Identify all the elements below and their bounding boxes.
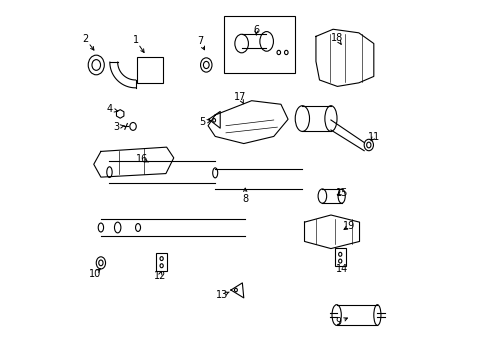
Text: 17: 17	[234, 92, 246, 102]
Text: 10: 10	[89, 269, 101, 279]
Text: 4: 4	[106, 104, 112, 114]
Text: 13: 13	[216, 290, 228, 300]
Bar	[334, 248, 345, 266]
Text: 12: 12	[153, 271, 166, 282]
Bar	[156, 252, 167, 271]
Text: 14: 14	[335, 264, 347, 274]
Text: 16: 16	[135, 154, 147, 164]
Bar	[137, 57, 163, 83]
Text: 5: 5	[199, 117, 205, 127]
Text: 3: 3	[113, 122, 120, 132]
Text: 7: 7	[196, 36, 203, 46]
Text: 18: 18	[330, 33, 342, 43]
Text: 15: 15	[335, 188, 347, 198]
Text: 6: 6	[253, 25, 259, 35]
Text: 1: 1	[132, 35, 138, 45]
Text: 9: 9	[334, 317, 341, 327]
Text: 2: 2	[82, 34, 88, 44]
Bar	[224, 16, 295, 73]
Text: 8: 8	[242, 194, 248, 203]
Text: 11: 11	[367, 132, 379, 142]
Text: 19: 19	[343, 221, 355, 231]
